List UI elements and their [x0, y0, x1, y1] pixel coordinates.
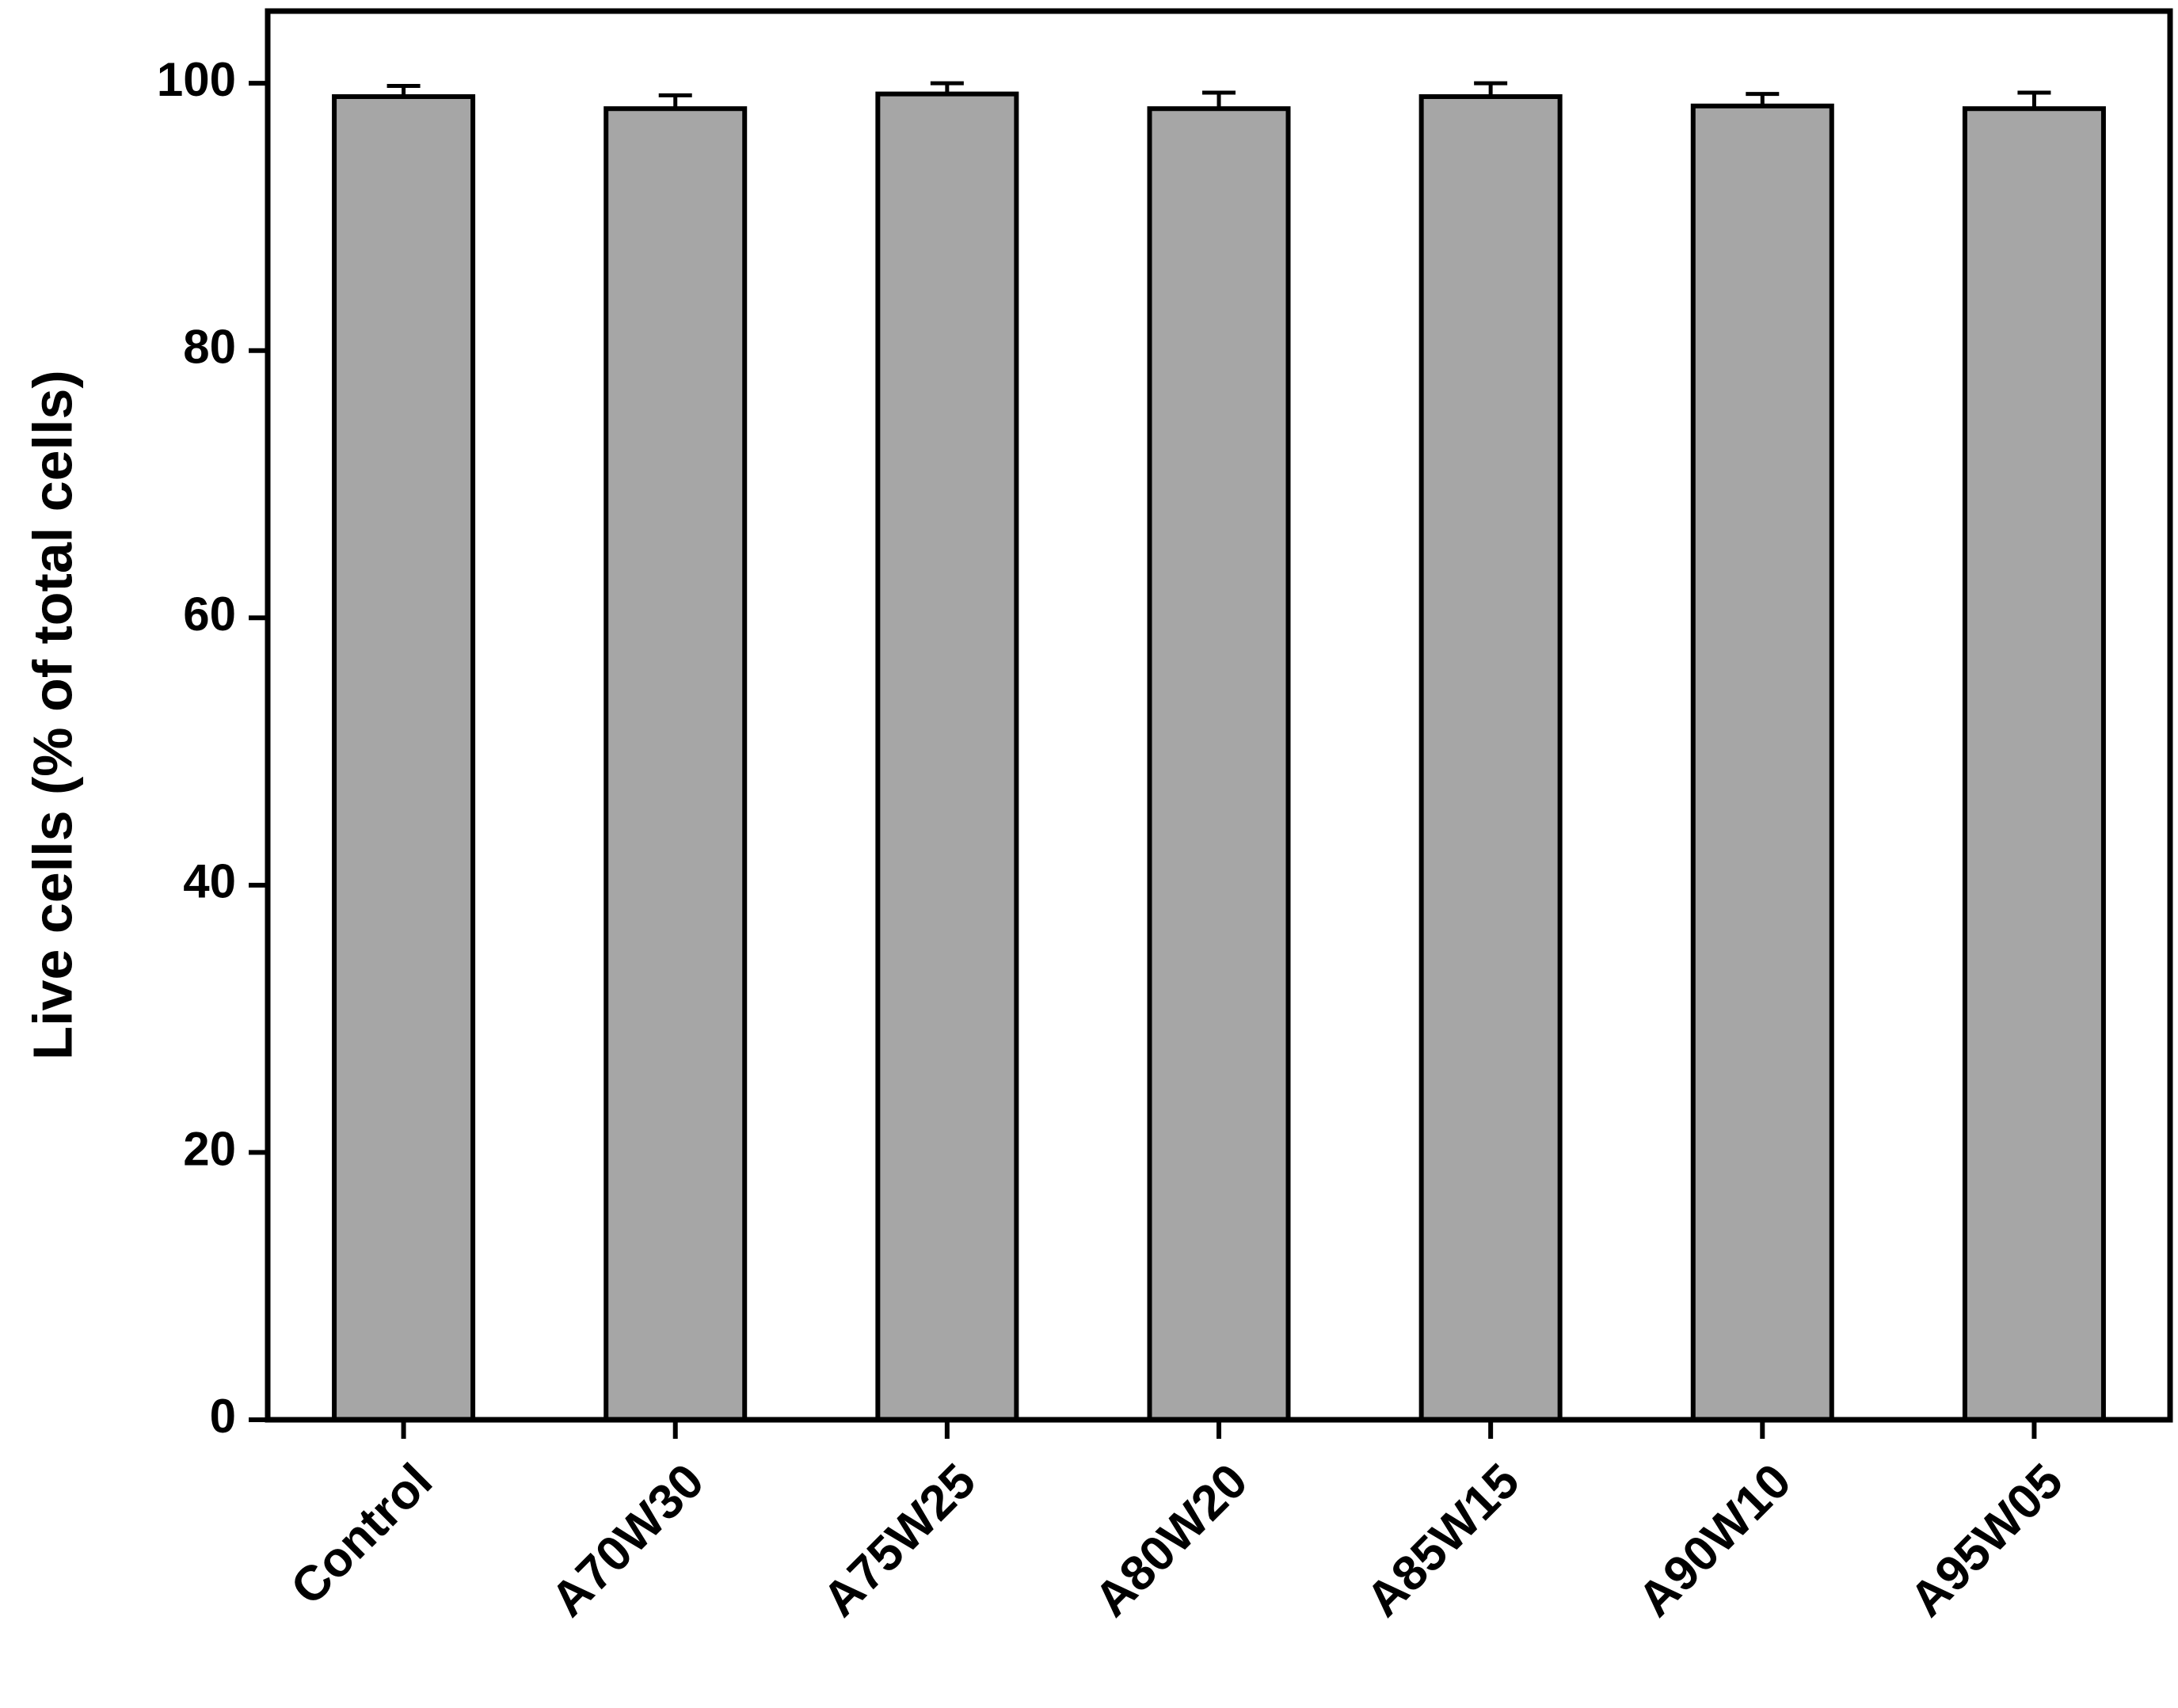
x-tick-label: A95W05: [1900, 1454, 2073, 1627]
x-tick-label: A90W10: [1628, 1454, 1801, 1627]
bar: [1690, 103, 1834, 1422]
plot-frame: [265, 8, 2173, 1423]
bar: [332, 94, 476, 1422]
y-tick-label: 80: [183, 321, 236, 374]
y-tick-label: 40: [183, 855, 236, 908]
bar: [1962, 106, 2106, 1422]
y-tick-label: 100: [157, 53, 236, 106]
x-tick-label: A80W20: [1084, 1454, 1258, 1627]
x-tick-label: A75W25: [813, 1454, 986, 1627]
bar: [875, 91, 1019, 1422]
y-axis-label: Live cells (% of total cells): [21, 370, 83, 1059]
bar: [604, 106, 748, 1422]
y-tick-label: 60: [183, 588, 236, 641]
x-tick-label: A70W30: [541, 1454, 714, 1627]
x-tick-label: A85W15: [1356, 1454, 1529, 1627]
x-tick-label: Control: [280, 1454, 443, 1616]
y-tick-label: 20: [183, 1122, 236, 1175]
y-tick-label: 0: [210, 1390, 236, 1443]
bar: [1418, 94, 1563, 1422]
bar: [1147, 106, 1291, 1422]
